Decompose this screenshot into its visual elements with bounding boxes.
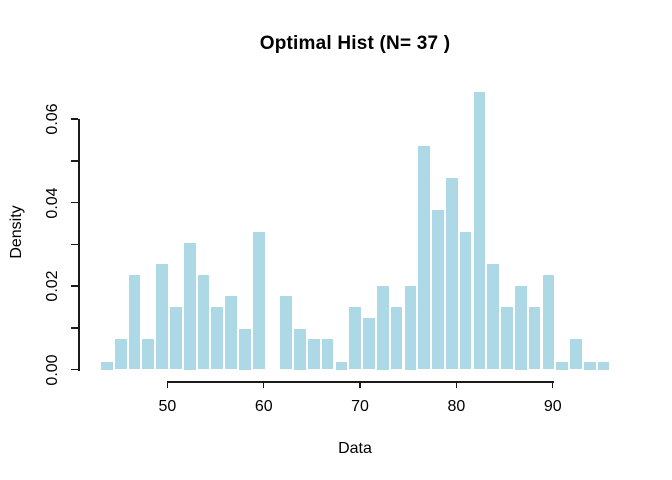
histogram-bar bbox=[155, 262, 169, 371]
y-tick bbox=[71, 201, 78, 204]
histogram-bar bbox=[417, 144, 432, 371]
histogram-bar bbox=[348, 305, 363, 371]
histogram-bar bbox=[362, 316, 376, 371]
histogram-bar bbox=[141, 338, 156, 371]
histogram-bar bbox=[238, 327, 252, 371]
histogram-bar bbox=[403, 284, 418, 371]
histogram-bar bbox=[513, 284, 528, 371]
histogram-bar bbox=[210, 305, 225, 371]
y-tick-label: 0.06 bbox=[44, 103, 61, 135]
histogram-bar bbox=[293, 327, 307, 371]
histogram-bar bbox=[375, 284, 390, 371]
histogram-bar bbox=[182, 241, 197, 371]
histogram-bar bbox=[224, 295, 238, 371]
histogram-bar bbox=[100, 360, 114, 371]
histogram-bar bbox=[555, 360, 570, 371]
histogram-bar bbox=[582, 360, 597, 371]
y-tick bbox=[71, 285, 78, 287]
histogram-bar bbox=[251, 230, 266, 371]
histogram-bar bbox=[169, 305, 183, 371]
histogram-bar bbox=[444, 176, 459, 371]
y-tick bbox=[71, 160, 78, 162]
x-axis-line bbox=[167, 381, 555, 383]
histogram-bar bbox=[431, 209, 445, 371]
x-tick-label: 90 bbox=[543, 398, 562, 415]
histogram-bar bbox=[279, 295, 294, 371]
y-tick bbox=[71, 368, 78, 371]
histogram-bar bbox=[486, 262, 501, 371]
x-tick-label: 60 bbox=[254, 398, 273, 415]
histogram-bar bbox=[196, 273, 211, 371]
y-axis-line bbox=[78, 119, 80, 371]
histogram-bar bbox=[458, 230, 473, 371]
histogram-bar bbox=[320, 338, 335, 371]
histogram-bar bbox=[541, 273, 556, 371]
x-tick-label: 80 bbox=[447, 398, 466, 415]
x-tick bbox=[455, 381, 458, 389]
x-tick bbox=[359, 381, 361, 389]
histogram-bar bbox=[527, 305, 542, 371]
y-tick-label: 0.00 bbox=[44, 353, 61, 386]
y-axis-title: Density bbox=[8, 205, 25, 259]
x-tick bbox=[551, 381, 554, 389]
x-axis-title: Data bbox=[338, 440, 372, 457]
histogram-bar bbox=[127, 273, 142, 371]
histogram-bar bbox=[569, 338, 583, 371]
x-tick bbox=[262, 381, 265, 389]
histogram-bar bbox=[472, 90, 487, 371]
histogram-bar bbox=[596, 360, 611, 371]
histogram-bar bbox=[334, 360, 349, 371]
histogram-bar bbox=[500, 305, 514, 371]
x-tick-label: 50 bbox=[158, 398, 177, 415]
y-tick bbox=[71, 118, 78, 120]
chart-title: Optimal Hist (N= 37 ) bbox=[259, 33, 451, 54]
y-tick-label: 0.04 bbox=[44, 186, 61, 219]
histogram-bar bbox=[306, 338, 321, 371]
y-tick-label: 0.02 bbox=[44, 270, 61, 302]
x-tick bbox=[166, 381, 169, 389]
x-tick-label: 70 bbox=[351, 398, 369, 415]
y-tick bbox=[71, 327, 78, 329]
histogram-bar bbox=[389, 305, 404, 371]
y-tick bbox=[71, 243, 78, 245]
histogram-bar bbox=[113, 338, 128, 371]
